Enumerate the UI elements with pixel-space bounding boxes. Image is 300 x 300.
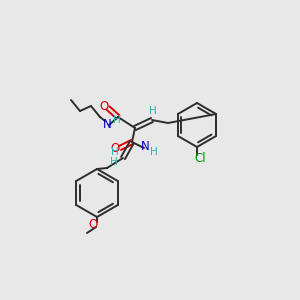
Text: H: H xyxy=(113,115,121,125)
Text: O: O xyxy=(88,218,98,230)
Text: H: H xyxy=(150,147,158,157)
Text: O: O xyxy=(110,142,120,154)
Text: O: O xyxy=(99,100,109,113)
Text: H: H xyxy=(111,147,119,157)
Text: H: H xyxy=(149,106,157,116)
Text: Cl: Cl xyxy=(194,152,206,166)
Text: N: N xyxy=(103,118,111,130)
Text: H: H xyxy=(110,157,118,167)
Text: N: N xyxy=(141,140,149,154)
